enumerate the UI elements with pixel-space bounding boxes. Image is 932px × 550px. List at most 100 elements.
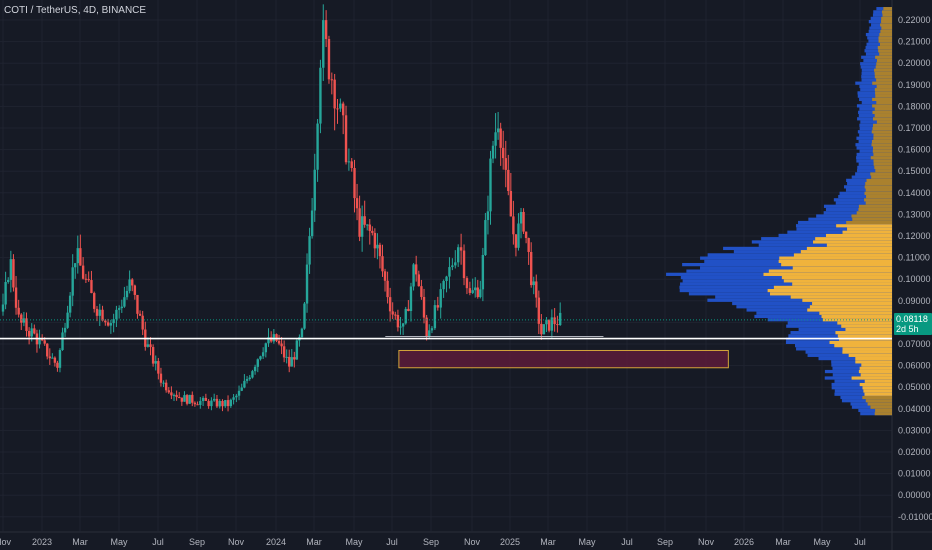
demand-zone[interactable] bbox=[398, 349, 729, 369]
volume-profile-row-up bbox=[835, 331, 892, 335]
candle-up bbox=[285, 356, 288, 358]
volume-profile-row bbox=[860, 120, 892, 124]
volume-profile-row-up bbox=[861, 363, 892, 367]
x-tick-label: May bbox=[110, 537, 128, 547]
x-tick-label: 2023 bbox=[32, 537, 52, 547]
candle-up bbox=[76, 248, 79, 264]
volume-profile-row-up bbox=[872, 81, 892, 85]
candle-up bbox=[183, 395, 186, 402]
y-tick-label: 0.01000 bbox=[898, 469, 931, 479]
candle-up bbox=[471, 290, 474, 293]
volume-profile-row bbox=[835, 201, 892, 205]
candle-down bbox=[293, 357, 296, 360]
candle-up bbox=[256, 359, 259, 367]
candle-down bbox=[333, 79, 336, 109]
candle-down bbox=[529, 251, 533, 286]
volume-profile-row bbox=[868, 29, 892, 33]
volume-profile-row-up bbox=[864, 185, 892, 189]
x-tick-label: Sep bbox=[657, 537, 673, 547]
candle-countdown: 2d 5h bbox=[896, 323, 919, 334]
volume-profile-row-up bbox=[876, 120, 892, 124]
volume-profile-row-up bbox=[862, 386, 892, 390]
candle-down bbox=[537, 297, 541, 324]
candle-down bbox=[509, 190, 513, 217]
volume-profile-row-up bbox=[874, 71, 892, 76]
volume-profile-row-up bbox=[875, 94, 892, 98]
candle-down bbox=[46, 343, 49, 357]
candle-up bbox=[272, 334, 276, 342]
candle-up bbox=[481, 255, 485, 290]
candle-down bbox=[502, 147, 505, 159]
candle-down bbox=[378, 244, 382, 257]
volume-profile-row bbox=[787, 230, 892, 234]
candle-down bbox=[507, 169, 510, 191]
volume-profile-row bbox=[798, 220, 892, 225]
candle-down bbox=[465, 278, 469, 289]
candle-up bbox=[120, 306, 123, 309]
candle-up bbox=[494, 132, 497, 146]
volume-profile-row-up bbox=[879, 32, 892, 37]
volume-profile-row-up bbox=[881, 16, 892, 20]
y-tick-label: 0.04000 bbox=[898, 404, 931, 414]
candle-up bbox=[30, 328, 33, 337]
symbol-title: COTI / TetherUS, 4D, BINANCE bbox=[4, 5, 147, 16]
candle-up bbox=[154, 361, 157, 364]
candle-up bbox=[237, 390, 241, 396]
volume-profile-row bbox=[872, 13, 892, 17]
candle-up bbox=[404, 308, 407, 324]
y-tick-label: 0.19000 bbox=[898, 80, 931, 90]
candle-down bbox=[327, 39, 331, 80]
volume-profile-row-up bbox=[878, 36, 892, 40]
volume-profile-row-up bbox=[806, 246, 892, 251]
candle-up bbox=[442, 280, 445, 290]
candle-down bbox=[43, 340, 46, 344]
volume-profile-row-up bbox=[880, 29, 892, 33]
candle-down bbox=[388, 297, 392, 312]
volume-profile-row bbox=[860, 62, 892, 66]
volume-profile-row-up bbox=[763, 272, 892, 276]
candle-down bbox=[193, 402, 197, 405]
volume-profile-row-up bbox=[880, 23, 892, 27]
candle-up bbox=[74, 263, 77, 268]
candle-down bbox=[422, 296, 426, 318]
candle-up bbox=[430, 328, 434, 331]
x-tick-label: 2025 bbox=[500, 537, 520, 547]
time-axis[interactable]: Nov 2023 Mar May Jul Sep Nov 2024 Mar May Jul Sep No… bbox=[0, 537, 866, 547]
candle-up bbox=[210, 400, 213, 407]
volume-profile-row-up bbox=[882, 13, 892, 17]
volume-profile-row bbox=[865, 52, 892, 56]
candle-down bbox=[556, 324, 559, 326]
volume-profile-row-up bbox=[883, 7, 892, 11]
candle-up bbox=[486, 211, 490, 221]
x-tick-label: Sep bbox=[189, 537, 205, 547]
candle-up bbox=[339, 103, 342, 109]
candle-down bbox=[48, 356, 51, 359]
candle-up bbox=[542, 324, 546, 335]
candle-up bbox=[115, 309, 118, 320]
x-tick-label: Jul bbox=[621, 537, 633, 547]
price-axis[interactable]: 0.22000 0.21000 0.20000 0.19000 0.18000 0.170… bbox=[898, 15, 932, 522]
volume-profile-row-up bbox=[879, 42, 892, 46]
volume-profile-row-up bbox=[881, 26, 892, 30]
candle-down bbox=[136, 294, 139, 314]
volume-profile-row-up bbox=[874, 113, 892, 118]
drawn-lines[interactable] bbox=[0, 319, 892, 340]
x-tick-label: Nov bbox=[0, 537, 11, 547]
volume-profile-row bbox=[868, 20, 892, 24]
candle-down bbox=[159, 373, 163, 383]
candle-down bbox=[84, 278, 88, 280]
candle-down bbox=[167, 390, 170, 393]
volume-profile-row bbox=[869, 26, 892, 30]
volume-profile-row-up bbox=[778, 259, 892, 263]
volume-profile-row-up bbox=[867, 402, 892, 406]
candle-up bbox=[545, 319, 548, 325]
candle-up bbox=[243, 380, 246, 388]
volume-profile-row-up bbox=[847, 227, 892, 231]
candle-up bbox=[245, 379, 249, 381]
volume-profile-row-up bbox=[877, 45, 892, 50]
candle-down bbox=[164, 382, 168, 391]
candle-down bbox=[363, 216, 366, 225]
candle-up bbox=[517, 223, 520, 248]
